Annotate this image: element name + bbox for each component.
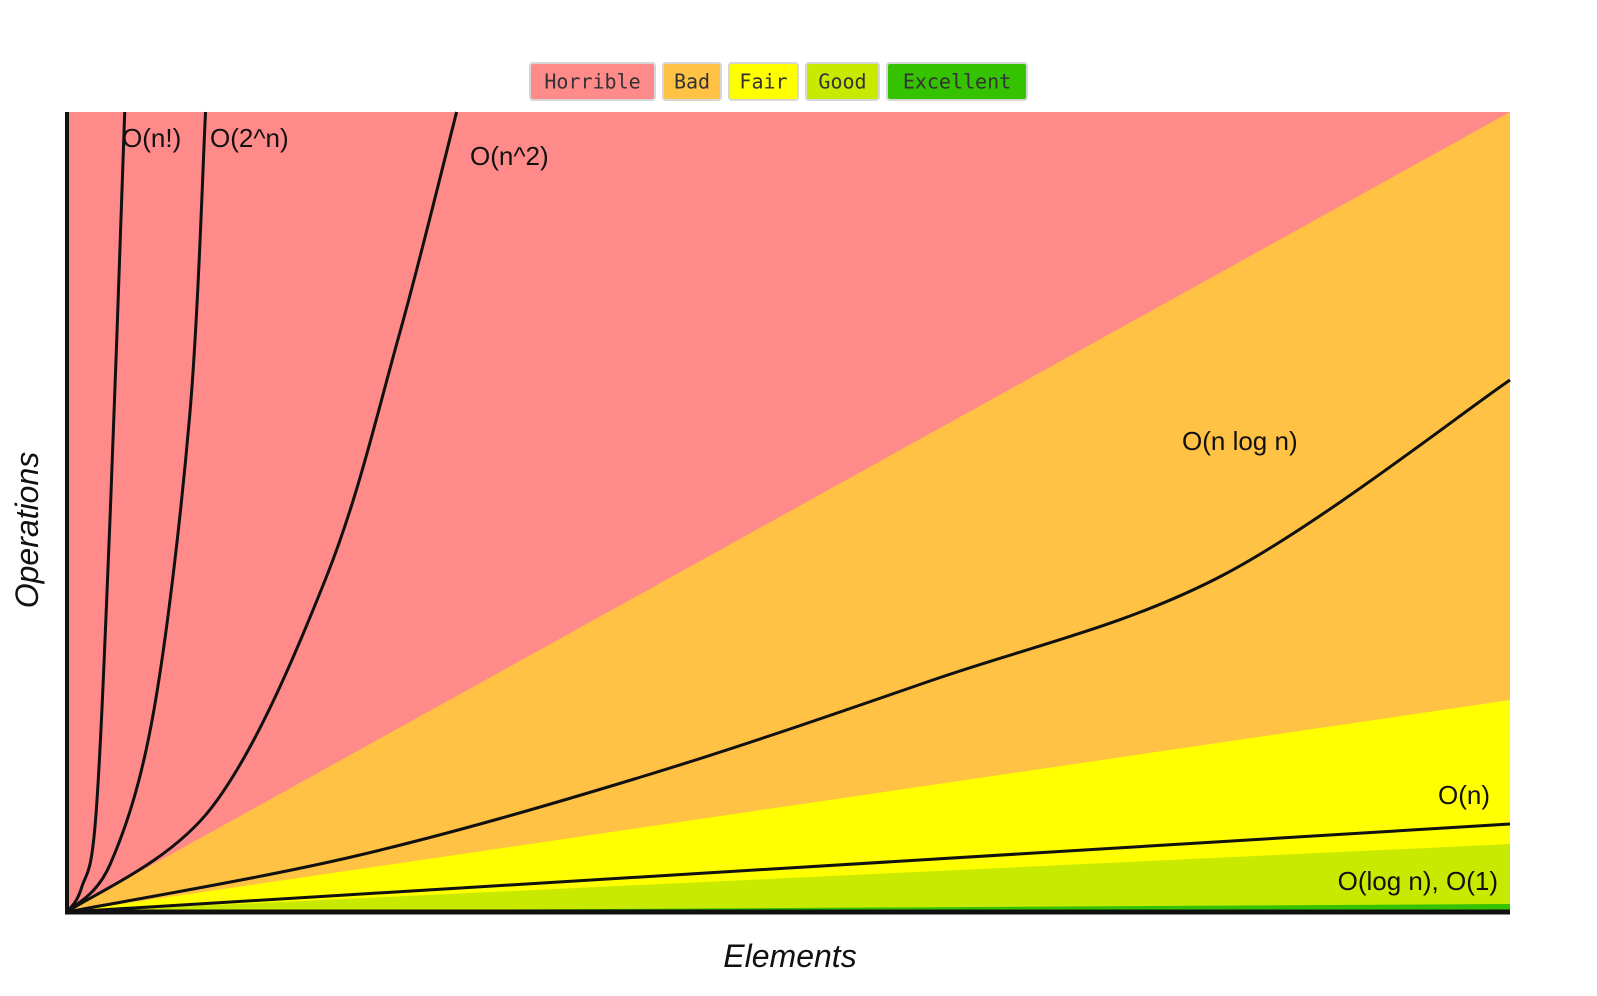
legend-swatch (728, 62, 799, 101)
x-axis-label: Elements (723, 938, 856, 974)
legend-label: Good (818, 70, 866, 94)
legend-item-good: Good (805, 62, 880, 101)
legend: Horrible Bad Fair Good Excellent (529, 62, 1028, 101)
legend-item-horrible: Horrible (529, 62, 656, 101)
legend-label: Horrible (544, 70, 640, 94)
curve-o-2-n (65, 111, 208, 914)
region-good (67, 844, 1510, 912)
curve-o-n-log-n (66, 378, 1511, 914)
y-axis-label: Operations (9, 452, 45, 609)
legend-swatch (886, 62, 1028, 101)
curve-label-o-n: O(n) (1438, 780, 1490, 810)
curve-label-o-2-n: O(2^n) (210, 123, 289, 153)
legend-swatch (805, 62, 880, 101)
legend-label: Fair (739, 70, 787, 94)
curve-labels: O(n!) O(2^n) O(n^2) O(n log n) O(n) O(log n),… (122, 123, 1498, 896)
legend-swatch (662, 62, 722, 101)
legend-swatch (529, 62, 656, 101)
curve-label-o-n-2: O(n^2) (470, 141, 549, 171)
regions-layer (67, 112, 1510, 912)
curve-o-n (66, 822, 1511, 914)
legend-label: Excellent (903, 70, 1011, 94)
curve-o-n (65, 111, 127, 913)
legend-item-excellent: Excellent (886, 62, 1028, 101)
legend-item-bad: Bad (662, 62, 722, 101)
legend-item-fair: Fair (728, 62, 799, 101)
curve-label-o-n: O(n!) (122, 123, 181, 153)
curve-o-n-2 (66, 111, 459, 914)
axes-layer (65, 112, 1510, 915)
region-bad (67, 112, 1510, 912)
region-fair (67, 700, 1510, 912)
curve-label-o-log-n-o-1: O(log n), O(1) (1338, 866, 1498, 896)
curve-label-o-n-log-n: O(n log n) (1182, 426, 1298, 456)
legend-label: Bad (674, 70, 710, 94)
